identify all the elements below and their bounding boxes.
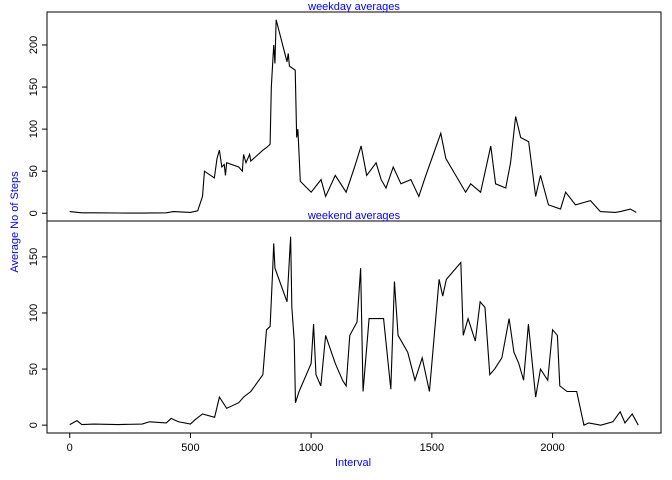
x-tick-label: 0	[67, 442, 73, 454]
y-tick-label: 150	[28, 78, 40, 96]
panel-title: weekday averages	[307, 1, 400, 13]
x-tick-label: 2000	[540, 442, 564, 454]
y-tick-label: 200	[28, 36, 40, 54]
x-axis-label: Interval	[335, 457, 371, 469]
y-tick-label: 0	[28, 210, 40, 216]
y-tick-label: 100	[28, 120, 40, 138]
x-tick-label: 1000	[299, 442, 323, 454]
panel-frame	[46, 220, 662, 434]
data-line	[69, 236, 639, 426]
y-tick-label: 50	[28, 363, 40, 375]
x-tick-label: 500	[181, 442, 199, 454]
y-tick-label: 0	[28, 422, 40, 428]
y-tick-label: 100	[28, 304, 40, 322]
panel-frame	[46, 11, 662, 222]
x-tick-label: 1500	[420, 442, 444, 454]
panel-title: weekend averages	[307, 210, 401, 222]
y-tick-label: 150	[28, 248, 40, 266]
data-line	[69, 19, 637, 214]
y-axis-label: Average No of Steps	[9, 171, 21, 273]
y-tick-label: 50	[28, 165, 40, 177]
